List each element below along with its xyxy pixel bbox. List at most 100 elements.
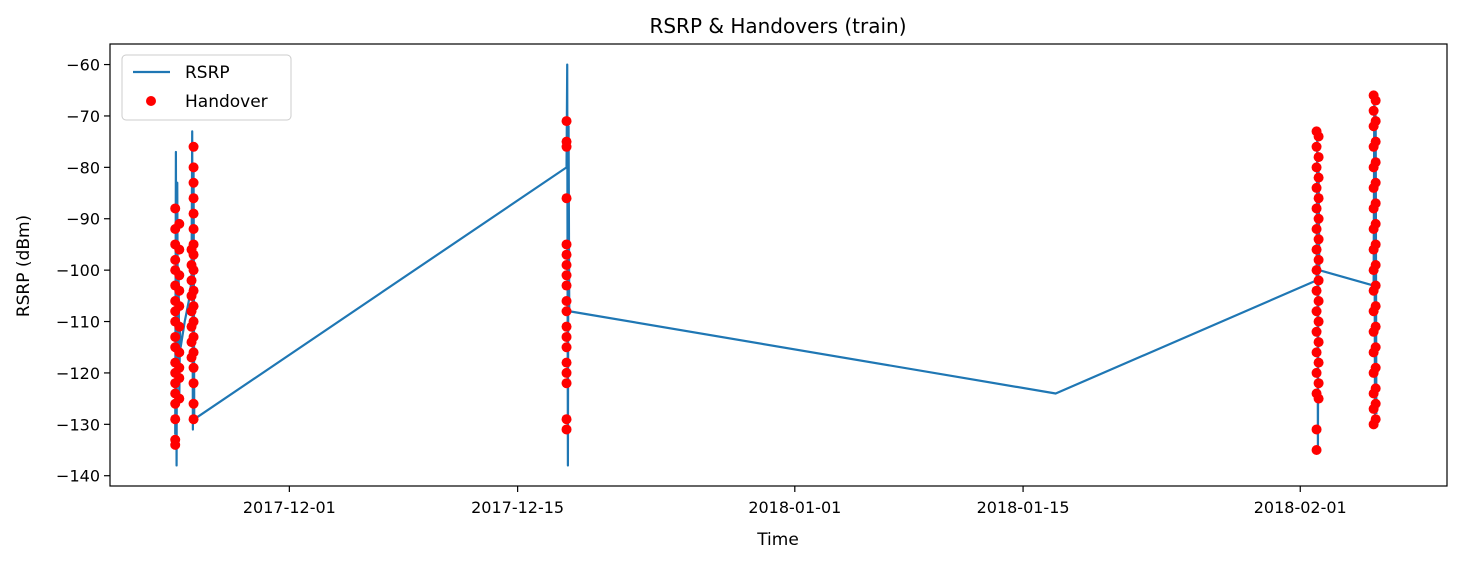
handover-point <box>1313 172 1324 183</box>
handover-point <box>188 398 199 409</box>
handover-point <box>188 162 199 173</box>
y-tick-label: −140 <box>56 467 100 486</box>
handover-point <box>1311 244 1322 255</box>
handover-point <box>561 239 572 250</box>
handover-point <box>1370 280 1381 291</box>
handover-point <box>170 439 181 450</box>
handover-point <box>186 275 197 286</box>
handover-point <box>1370 301 1381 312</box>
y-tick-label: −120 <box>56 364 100 383</box>
handover-point <box>561 141 572 152</box>
x-tick-label: 2018-02-01 <box>1254 498 1347 517</box>
handover-point <box>1370 342 1381 353</box>
plot-area <box>170 63 1381 467</box>
handover-point <box>1370 198 1381 209</box>
handover-point <box>1311 326 1322 337</box>
y-tick-label: −70 <box>66 107 100 126</box>
handover-point <box>561 331 572 342</box>
y-axis-label: RSRP (dBm) <box>14 215 34 317</box>
handover-point <box>188 285 199 296</box>
handover-point <box>170 331 181 342</box>
legend-rsrp-label: RSRP <box>185 63 230 83</box>
handover-point <box>188 249 199 260</box>
handover-point <box>1368 105 1379 116</box>
handover-point <box>1370 398 1381 409</box>
handover-point <box>1313 131 1324 142</box>
handover-point <box>188 378 199 389</box>
handover-point <box>561 270 572 281</box>
handover-point <box>188 331 199 342</box>
handover-point <box>1370 218 1381 229</box>
handover-point <box>1311 347 1322 358</box>
handover-point <box>188 414 199 425</box>
handover-point <box>1313 213 1324 224</box>
handover-point <box>174 218 185 229</box>
handover-point <box>1313 378 1324 389</box>
y-tick-label: −80 <box>66 158 100 177</box>
legend-handover-marker <box>146 96 156 106</box>
handover-point <box>1370 321 1381 332</box>
handover-point <box>1311 141 1322 152</box>
handover-point <box>1311 306 1322 317</box>
handover-point <box>561 249 572 260</box>
handover-point <box>1313 316 1324 327</box>
handover-point <box>1313 234 1324 245</box>
handover-point <box>561 193 572 204</box>
handover-point <box>188 362 199 373</box>
handover-point <box>188 208 199 219</box>
handover-point <box>561 342 572 353</box>
axes: −60 −70 −80 −90 −100 −110 −120 −130 −140 2017-12-… <box>56 43 1448 517</box>
handover-point <box>561 378 572 389</box>
handover-point <box>561 367 572 378</box>
handover-point <box>561 306 572 317</box>
handover-point <box>1370 414 1381 425</box>
handover-point <box>188 265 199 276</box>
handover-point <box>561 280 572 291</box>
handover-point <box>170 203 181 214</box>
handover-point <box>188 177 199 188</box>
handover-point <box>170 254 181 265</box>
handover-point <box>1313 393 1324 404</box>
handover-point <box>561 116 572 127</box>
handover-point <box>188 193 199 204</box>
handover-point <box>188 141 199 152</box>
handover-point <box>188 239 199 250</box>
y-tick-label: −100 <box>56 261 100 280</box>
handover-point <box>1311 285 1322 296</box>
handover-point <box>1313 337 1324 348</box>
handover-point <box>1311 367 1322 378</box>
handover-point <box>188 347 199 358</box>
handover-point <box>188 224 199 235</box>
handover-point <box>1311 182 1322 193</box>
handover-point <box>1313 254 1324 265</box>
handover-point <box>188 316 199 327</box>
handover-point <box>174 321 185 332</box>
y-tick-label: −60 <box>66 56 100 75</box>
x-tick-label: 2018-01-01 <box>748 498 841 517</box>
x-tick-label: 2017-12-15 <box>471 498 564 517</box>
handover-point <box>1313 275 1324 286</box>
handover-point <box>170 414 181 425</box>
y-tick-label: −130 <box>56 415 100 434</box>
handover-point <box>1370 177 1381 188</box>
handover-point <box>174 347 185 358</box>
handover-point <box>1311 162 1322 173</box>
handover-point <box>1311 424 1322 435</box>
handover-point <box>174 393 185 404</box>
handover-point <box>561 295 572 306</box>
handover-point <box>1370 260 1381 270</box>
handover-point <box>1370 239 1381 250</box>
chart-title: RSRP & Handovers (train) <box>649 14 906 38</box>
y-tick-label: −110 <box>56 313 100 332</box>
handover-point <box>174 270 185 281</box>
handover-point <box>561 424 572 435</box>
axes-frame <box>109 43 1448 487</box>
handover-point <box>561 357 572 368</box>
legend-handover-label: Handover <box>185 92 268 112</box>
handover-point <box>1313 193 1324 204</box>
handover-point <box>1370 116 1381 127</box>
y-tick-label: −90 <box>66 210 100 229</box>
handover-point <box>1311 224 1322 235</box>
handover-point <box>174 285 185 296</box>
